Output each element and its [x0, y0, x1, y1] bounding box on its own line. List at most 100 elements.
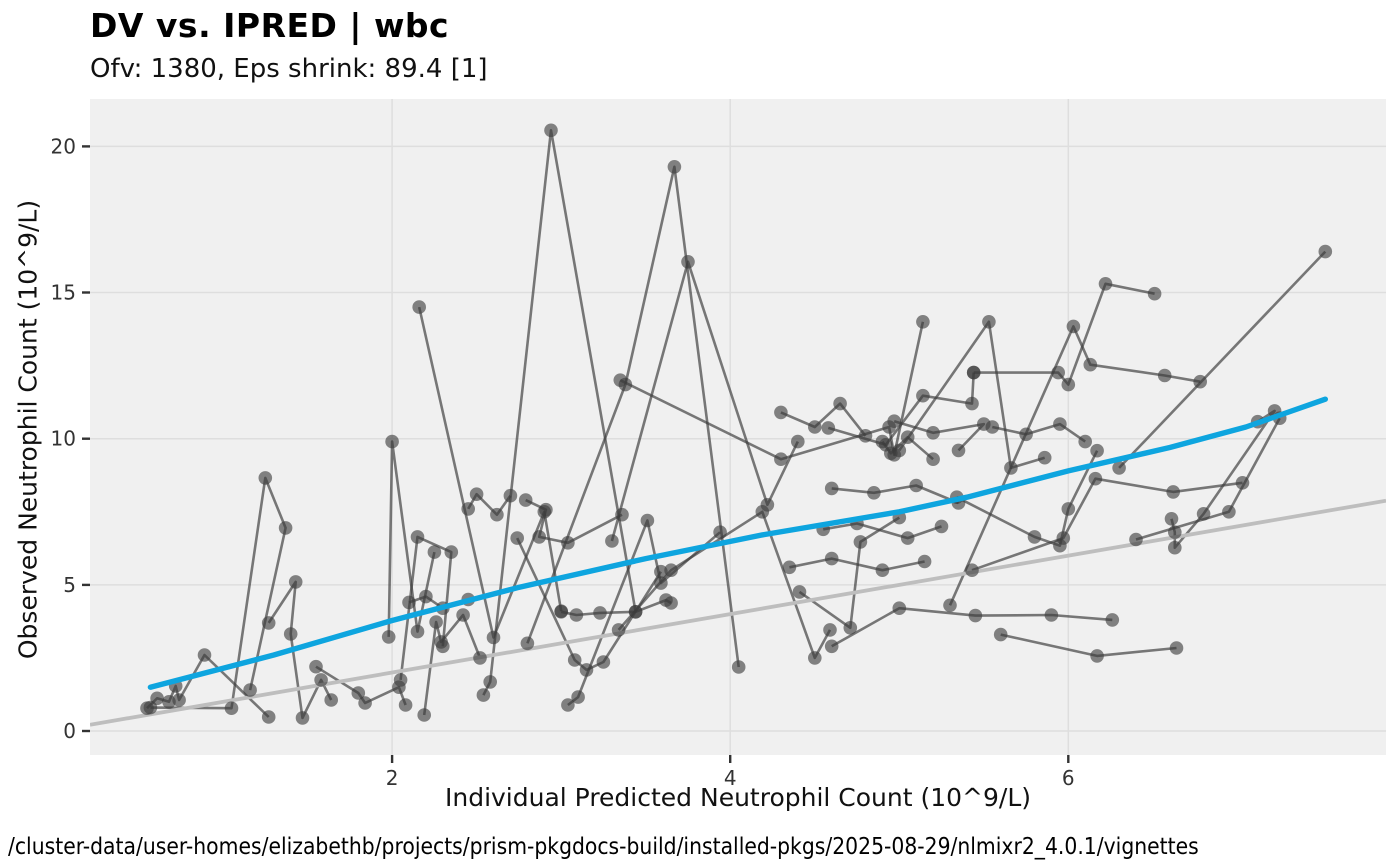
data-point: [853, 535, 868, 549]
y-axis-label: Observed Neutrophil Count (10^9/L): [13, 199, 43, 660]
data-point: [224, 701, 239, 715]
data-point: [483, 675, 498, 689]
data-point: [916, 388, 930, 403]
data-point: [821, 421, 836, 435]
data-point: [900, 430, 915, 445]
data-point: [172, 693, 186, 707]
data-point: [444, 545, 459, 559]
data-point: [1053, 417, 1067, 431]
data-point: [791, 434, 805, 449]
caption-filepath: /cluster-data/user-homes/elizabethb/proj…: [8, 834, 1199, 860]
data-point: [1168, 525, 1182, 539]
data-point: [1157, 368, 1172, 383]
data-point: [1164, 512, 1179, 526]
data-point: [909, 478, 923, 493]
data-point: [510, 531, 524, 545]
data-point: [1196, 507, 1211, 521]
data-point: [917, 554, 932, 569]
data-point: [611, 623, 626, 637]
data-point: [456, 608, 470, 622]
data-point: [358, 696, 372, 710]
data-point: [613, 373, 628, 388]
data-point: [951, 443, 966, 458]
subject-line-36: [789, 557, 925, 572]
data-point: [554, 605, 568, 619]
data-point: [490, 507, 504, 522]
data-point: [667, 160, 682, 174]
data-point: [309, 659, 323, 674]
data-point: [934, 519, 949, 534]
data-point: [1051, 365, 1065, 380]
y-tick-label: 0: [63, 719, 76, 743]
data-point: [532, 530, 546, 544]
subject-line-6: [417, 306, 563, 639]
data-point: [412, 300, 427, 314]
data-point: [615, 507, 629, 522]
data-point: [823, 623, 837, 637]
data-point: [561, 698, 575, 712]
data-point: [410, 624, 425, 639]
data-point: [295, 711, 310, 725]
data-point: [539, 502, 553, 517]
data-point: [1098, 277, 1113, 291]
data-point: [261, 616, 276, 630]
data-point: [993, 627, 1008, 642]
data-point: [824, 551, 839, 566]
data-point: [1169, 641, 1184, 655]
data-point: [518, 493, 533, 507]
data-point: [278, 521, 293, 535]
data-point: [410, 530, 425, 544]
data-point: [436, 639, 450, 654]
data-point: [1037, 450, 1052, 465]
subject-line-20: [898, 320, 1046, 470]
data-point: [858, 429, 873, 443]
data-point: [476, 688, 491, 702]
x-tick-label: 6: [1062, 766, 1075, 790]
data-point: [571, 690, 585, 704]
smooth-line: [147, 396, 1328, 690]
data-point: [843, 621, 858, 635]
y-tick-label: 15: [51, 281, 76, 305]
data-point: [628, 605, 643, 619]
data-point: [569, 608, 584, 622]
data-point: [985, 420, 1000, 434]
data-point: [503, 488, 518, 503]
data-point: [596, 655, 611, 669]
data-point: [283, 627, 298, 641]
y-tick-label: 20: [51, 134, 76, 158]
data-point: [887, 414, 901, 429]
subject-line-28: [893, 419, 986, 452]
data-point: [288, 575, 303, 589]
data-point: [824, 481, 839, 496]
data-point: [1090, 649, 1104, 663]
data-point: [1147, 286, 1162, 301]
data-point: [833, 396, 847, 411]
data-point: [926, 426, 940, 440]
data-point: [1129, 532, 1143, 547]
data-point: [1078, 434, 1092, 449]
data-point: [664, 563, 678, 577]
data-point: [943, 598, 957, 613]
data-point: [965, 563, 979, 577]
subject-line-27: [1118, 250, 1327, 469]
data-point: [1166, 485, 1180, 499]
subject-line-13: [610, 260, 799, 542]
data-point: [713, 525, 727, 539]
data-point: [654, 564, 668, 579]
data-point: [324, 693, 339, 707]
data-point: [162, 695, 176, 709]
y-tick-label: 10: [51, 427, 76, 451]
data-point: [385, 434, 399, 449]
data-point: [926, 452, 940, 467]
subject-line-30: [467, 492, 512, 517]
data-point: [261, 710, 276, 724]
data-point: [884, 446, 898, 461]
plot-title: DV vs. IPRED | wbc: [90, 6, 450, 45]
x-tick-label: 4: [724, 766, 737, 790]
data-point: [567, 653, 582, 667]
data-point: [593, 606, 607, 620]
data-point: [402, 595, 416, 610]
x-tick-label: 2: [386, 766, 399, 790]
data-point: [1066, 319, 1081, 334]
